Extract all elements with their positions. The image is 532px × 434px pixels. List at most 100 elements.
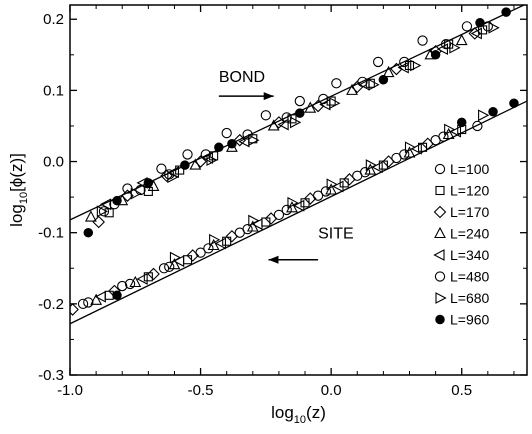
x-tick-label: -0.5 xyxy=(188,382,214,399)
data-point-bond-square xyxy=(287,114,297,124)
data-point-site-triangle-left xyxy=(449,125,462,138)
data-point-bond-circle xyxy=(98,206,110,217)
data-point-bond-triangle-right xyxy=(410,59,422,72)
data-point-site-diamond xyxy=(421,137,435,151)
data-point-bond-triangle-left xyxy=(436,43,448,56)
x-axis-title: log10(z) xyxy=(271,403,326,426)
data-point-bond-triangle-up xyxy=(84,210,97,222)
data-point-site-triangle-left xyxy=(214,237,227,250)
data-point-site-circle xyxy=(438,131,449,142)
data-point-site-triangle-right xyxy=(169,251,182,264)
data-point-bond-circle xyxy=(399,56,410,68)
x-tick-label: -1.0 xyxy=(57,382,83,399)
legend-marker-l-240 xyxy=(434,226,446,239)
legend-label-l-480: L=480 xyxy=(450,269,490,285)
data-point-site-circle xyxy=(281,204,292,216)
data-point-site-triangle-up xyxy=(246,220,259,232)
data-point-site-circle xyxy=(203,243,214,254)
data-point-bond-circle xyxy=(440,38,452,50)
data-point-bond-triangle-right xyxy=(167,171,179,184)
data-point-site-triangle-left xyxy=(410,142,422,155)
data-point-site-diamond xyxy=(303,192,317,205)
annotation-bond: BOND xyxy=(219,69,265,86)
data-point-bond-circle xyxy=(122,183,133,194)
data-points xyxy=(70,7,519,316)
data-point-site-circle xyxy=(164,261,175,272)
data-point-bond-triangle-right xyxy=(130,187,142,200)
data-point-bond-square xyxy=(175,165,185,175)
data-point-site-triangle-up xyxy=(90,293,103,305)
data-point-bond-circle-filled xyxy=(227,139,237,149)
legend-label-l-170: L=170 xyxy=(450,204,490,220)
y-tick-label: 0.0 xyxy=(43,154,64,171)
data-point-site-triangle-up xyxy=(168,258,181,270)
data-point-bond-triangle-right xyxy=(96,205,109,218)
data-point-bond-circle-filled xyxy=(143,178,154,188)
annotation-site: SITE xyxy=(318,225,354,242)
legend-label-l-960: L=960 xyxy=(450,312,490,328)
data-point-site-circle xyxy=(399,149,410,160)
data-point-bond-circle xyxy=(242,129,253,140)
data-point-bond-triangle-right xyxy=(449,41,461,54)
data-point-bond-circle-filled xyxy=(378,74,389,85)
data-point-site-circle-filled xyxy=(112,290,122,301)
data-point-bond-circle-filled xyxy=(214,142,224,153)
annotation-arrowhead-bond xyxy=(263,92,274,101)
data-point-bond-diamond xyxy=(272,116,286,129)
annotations: BOND SITE xyxy=(218,69,354,264)
data-point-site-diamond xyxy=(225,229,239,243)
data-point-bond-triangle-right xyxy=(290,116,302,129)
data-point-bond-circle xyxy=(156,163,167,174)
data-point-bond-circle xyxy=(260,110,272,121)
data-point-bond-circle xyxy=(164,169,175,180)
annotation-arrowhead-site xyxy=(268,255,279,264)
x-tick-label: 0.0 xyxy=(321,382,342,399)
data-point-bond-circle xyxy=(221,127,232,139)
data-point-bond-circle xyxy=(135,184,146,196)
y-axis-title: log10[ϕ(z)] xyxy=(7,153,30,227)
data-point-bond-circle xyxy=(318,93,329,105)
data-point-site-circle xyxy=(320,186,332,197)
data-point-bond-triangle-left xyxy=(470,27,482,40)
data-point-site-triangle-right xyxy=(444,123,456,136)
data-point-site-diamond xyxy=(186,249,200,262)
data-point-bond-circle-filled xyxy=(83,227,94,238)
legend-marker-l-960 xyxy=(435,314,445,325)
data-point-bond-square xyxy=(365,78,375,88)
data-point-bond-circle-filled xyxy=(430,50,441,60)
y-tick-label: 0.2 xyxy=(43,11,64,28)
data-point-bond-triangle-left xyxy=(397,61,409,74)
data-point-site-square xyxy=(300,198,310,208)
data-point-site-triangle-up xyxy=(403,146,416,158)
legend-marker-l-120 xyxy=(435,185,445,196)
y-tick-label: 0.1 xyxy=(43,82,64,99)
data-point-bond-circle-filled xyxy=(475,18,485,28)
data-point-bond-triangle-up xyxy=(346,83,358,95)
data-point-bond-circle xyxy=(182,149,193,160)
data-point-bond-square xyxy=(404,60,415,71)
data-point-bond-triangle-right xyxy=(248,134,260,147)
data-point-site-circle xyxy=(158,263,170,274)
data-point-bond-triangle-up xyxy=(455,33,468,46)
data-point-bond-triangle-right xyxy=(368,78,380,91)
legend: L=100 L=120 L=170 L=240 L=340 L=480 L=680 L=960 xyxy=(433,161,490,328)
data-point-site-triangle-left xyxy=(332,180,344,193)
data-point-bond-circle-filled xyxy=(501,7,511,17)
data-point-bond-diamond xyxy=(194,155,207,168)
data-point-site-triangle-right xyxy=(248,214,260,227)
y-tick-label: -0.3 xyxy=(38,367,64,384)
data-point-bond-circle xyxy=(461,21,473,32)
data-point-site-triangle-right xyxy=(365,159,377,172)
data-point-bond-circle xyxy=(294,95,305,107)
data-point-site-circle xyxy=(472,120,483,132)
axis-ticks: -1.0 -0.5 0.0 0.5 -0.3 -0.2 -0.1 0.0 0.1 0.2 xyxy=(38,5,527,399)
data-point-bond-square xyxy=(143,186,153,196)
data-point-site-circle xyxy=(359,167,371,178)
data-point-site-triangle-up xyxy=(129,275,142,288)
legend-marker-l-170 xyxy=(433,205,447,219)
data-point-bond-circle xyxy=(200,149,211,160)
data-point-site-triangle-left xyxy=(293,199,305,212)
data-point-bond-circle xyxy=(357,76,368,87)
data-point-site-diamond xyxy=(70,303,79,316)
